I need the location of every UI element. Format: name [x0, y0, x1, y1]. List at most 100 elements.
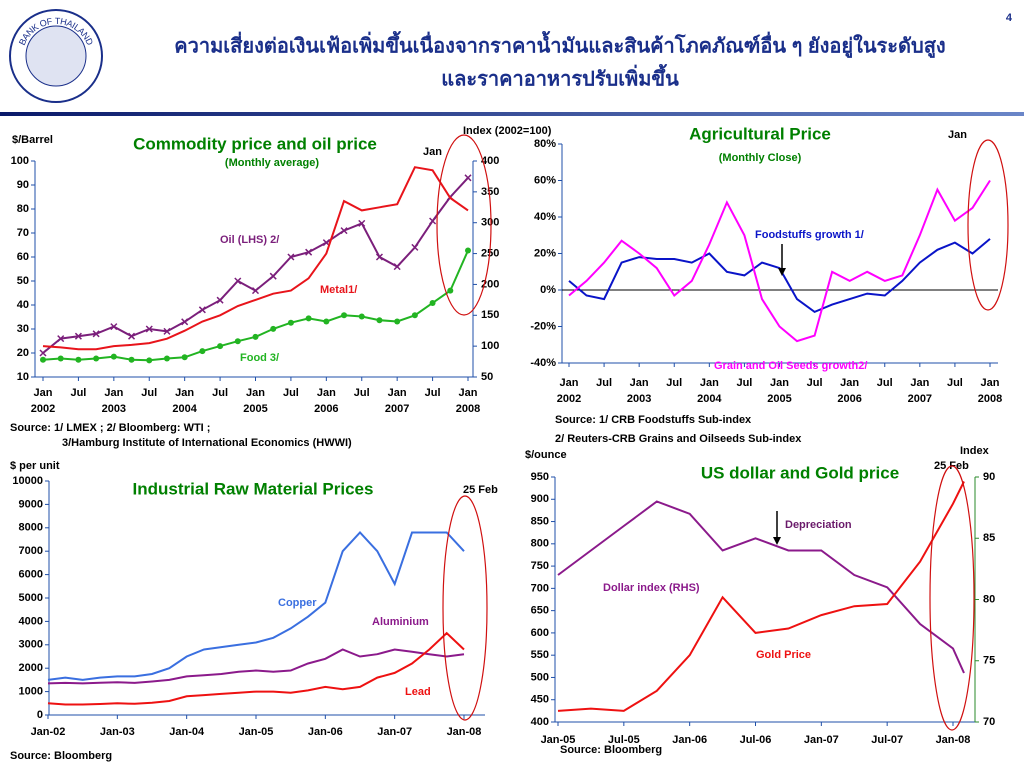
x-tick-label: Jul	[283, 387, 299, 399]
y-tick-label: 70	[17, 227, 29, 239]
y-tick-label: 5000	[19, 592, 43, 604]
chart-title: Commodity price and oil price	[133, 134, 377, 153]
y-tick-label: 20	[17, 347, 29, 359]
series-label: Aluminium	[372, 616, 429, 628]
point-marker	[163, 327, 171, 335]
x-tick-label: Jul	[354, 387, 370, 399]
source-note: Source: 1/ LMEX ; 2/ Bloomberg: WTI ;	[10, 422, 210, 434]
series-label: Foodstuffs growth 1/	[755, 229, 864, 241]
point-marker	[464, 174, 472, 182]
x-tick-label: Jul	[596, 377, 612, 389]
chart-title: US dollar and Gold price	[701, 463, 899, 482]
series-line	[42, 166, 469, 351]
y-tick-label: 80	[17, 203, 29, 215]
series-label: Gold Price	[756, 649, 811, 661]
y-tick-label: 10000	[12, 475, 43, 487]
point-marker	[447, 287, 454, 294]
y-tick-label: 700	[531, 582, 549, 594]
y-tick-label: 9000	[19, 498, 43, 510]
y-tick-label: 850	[531, 515, 549, 527]
point-marker	[110, 323, 118, 331]
x-tick-label: Jan-06	[308, 726, 343, 738]
x-tick-label: Jan	[981, 377, 1000, 389]
point-marker	[92, 330, 100, 338]
x-tick-label: Jan	[560, 377, 579, 389]
point-marker	[40, 356, 46, 363]
series-line	[568, 179, 991, 343]
arrow-head	[778, 268, 786, 276]
annotation: 25 Feb	[463, 484, 498, 496]
arrow-head	[773, 537, 781, 545]
point-marker	[323, 318, 330, 325]
annotation: Depreciation	[785, 519, 852, 531]
chart-subtitle: (Monthly Close)	[719, 152, 802, 164]
point-marker	[375, 253, 383, 261]
x-year-label: 2005	[767, 393, 791, 405]
y-tick-label: 80%	[534, 138, 556, 150]
x-tick-label: Jan	[317, 387, 336, 399]
y-tick-label: 500	[531, 671, 549, 683]
series-line	[557, 481, 965, 712]
point-marker	[74, 332, 82, 340]
x-tick-label: Jan	[700, 377, 719, 389]
point-marker	[305, 315, 312, 322]
annotation: Jan	[948, 129, 967, 141]
x-tick-label: Jan	[910, 377, 929, 389]
y-tick-label: 950	[531, 471, 549, 483]
page-title: ความเสี่ยงต่อเงินเฟ้อเพิ่มขึ้นเนื่องจากร…	[174, 30, 945, 59]
x-year-label: 2006	[314, 403, 338, 415]
x-tick-label: Jul	[425, 387, 441, 399]
point-marker	[181, 354, 188, 361]
series-label: Oil (LHS) 2/	[220, 234, 279, 246]
y2-tick-label: 300	[481, 217, 499, 229]
y-tick-label: 50	[17, 275, 29, 287]
y-tick-label: 90	[17, 179, 29, 191]
x-tick-label: Jan-05	[239, 726, 274, 738]
point-marker	[128, 332, 136, 340]
series-line	[557, 500, 965, 674]
series-line	[568, 238, 991, 314]
y-tick-label: 450	[531, 694, 549, 706]
point-marker	[216, 296, 224, 304]
point-marker	[234, 277, 242, 285]
y-tick-label: 8000	[19, 522, 43, 534]
series-line	[47, 648, 465, 685]
y-tick-label: 100	[11, 155, 29, 167]
x-year-label: 2004	[697, 393, 722, 405]
x-tick-label: Jul	[212, 387, 228, 399]
x-tick-label: Jan	[388, 387, 407, 399]
highlight-ellipse	[929, 465, 975, 731]
point-marker	[465, 247, 471, 254]
y-tick-label: 40	[17, 299, 29, 311]
y-tick-label: 60	[17, 251, 29, 263]
x-tick-label: Jan	[630, 377, 649, 389]
logo-inner	[25, 25, 87, 87]
y2-tick-label: 80	[983, 593, 995, 605]
x-tick-label: Jan-05	[541, 734, 576, 746]
y-axis-label: $/ounce	[525, 449, 567, 461]
y-tick-label: 900	[531, 493, 549, 505]
y2-tick-label: 150	[481, 309, 499, 321]
y2-tick-label: 85	[983, 532, 995, 544]
y-tick-label: 20%	[534, 247, 556, 259]
point-marker	[57, 335, 65, 343]
y-tick-label: -40%	[530, 357, 556, 369]
point-marker	[39, 349, 47, 357]
point-marker	[358, 219, 366, 227]
y-tick-label: 0	[37, 709, 43, 721]
page-title: และราคาอาหารปรับเพิ่มขึ้น	[441, 63, 679, 90]
y-tick-label: 10	[17, 371, 29, 383]
y2-tick-label: 70	[983, 716, 995, 728]
x-tick-label: Jul	[807, 377, 823, 389]
x-tick-label: Jul	[141, 387, 157, 399]
y-tick-label: 4000	[19, 615, 43, 627]
x-tick-label: Jan-02	[31, 726, 66, 738]
y-tick-label: 7000	[19, 545, 43, 557]
chart-title: Industrial Raw Material Prices	[133, 479, 374, 498]
x-tick-label: Jan-08	[447, 726, 482, 738]
y-tick-label: 30	[17, 323, 29, 335]
x-year-label: 2006	[837, 393, 861, 405]
x-year-label: 2002	[557, 393, 581, 405]
series-label: Lead	[405, 686, 431, 698]
highlight-ellipse	[442, 495, 488, 721]
